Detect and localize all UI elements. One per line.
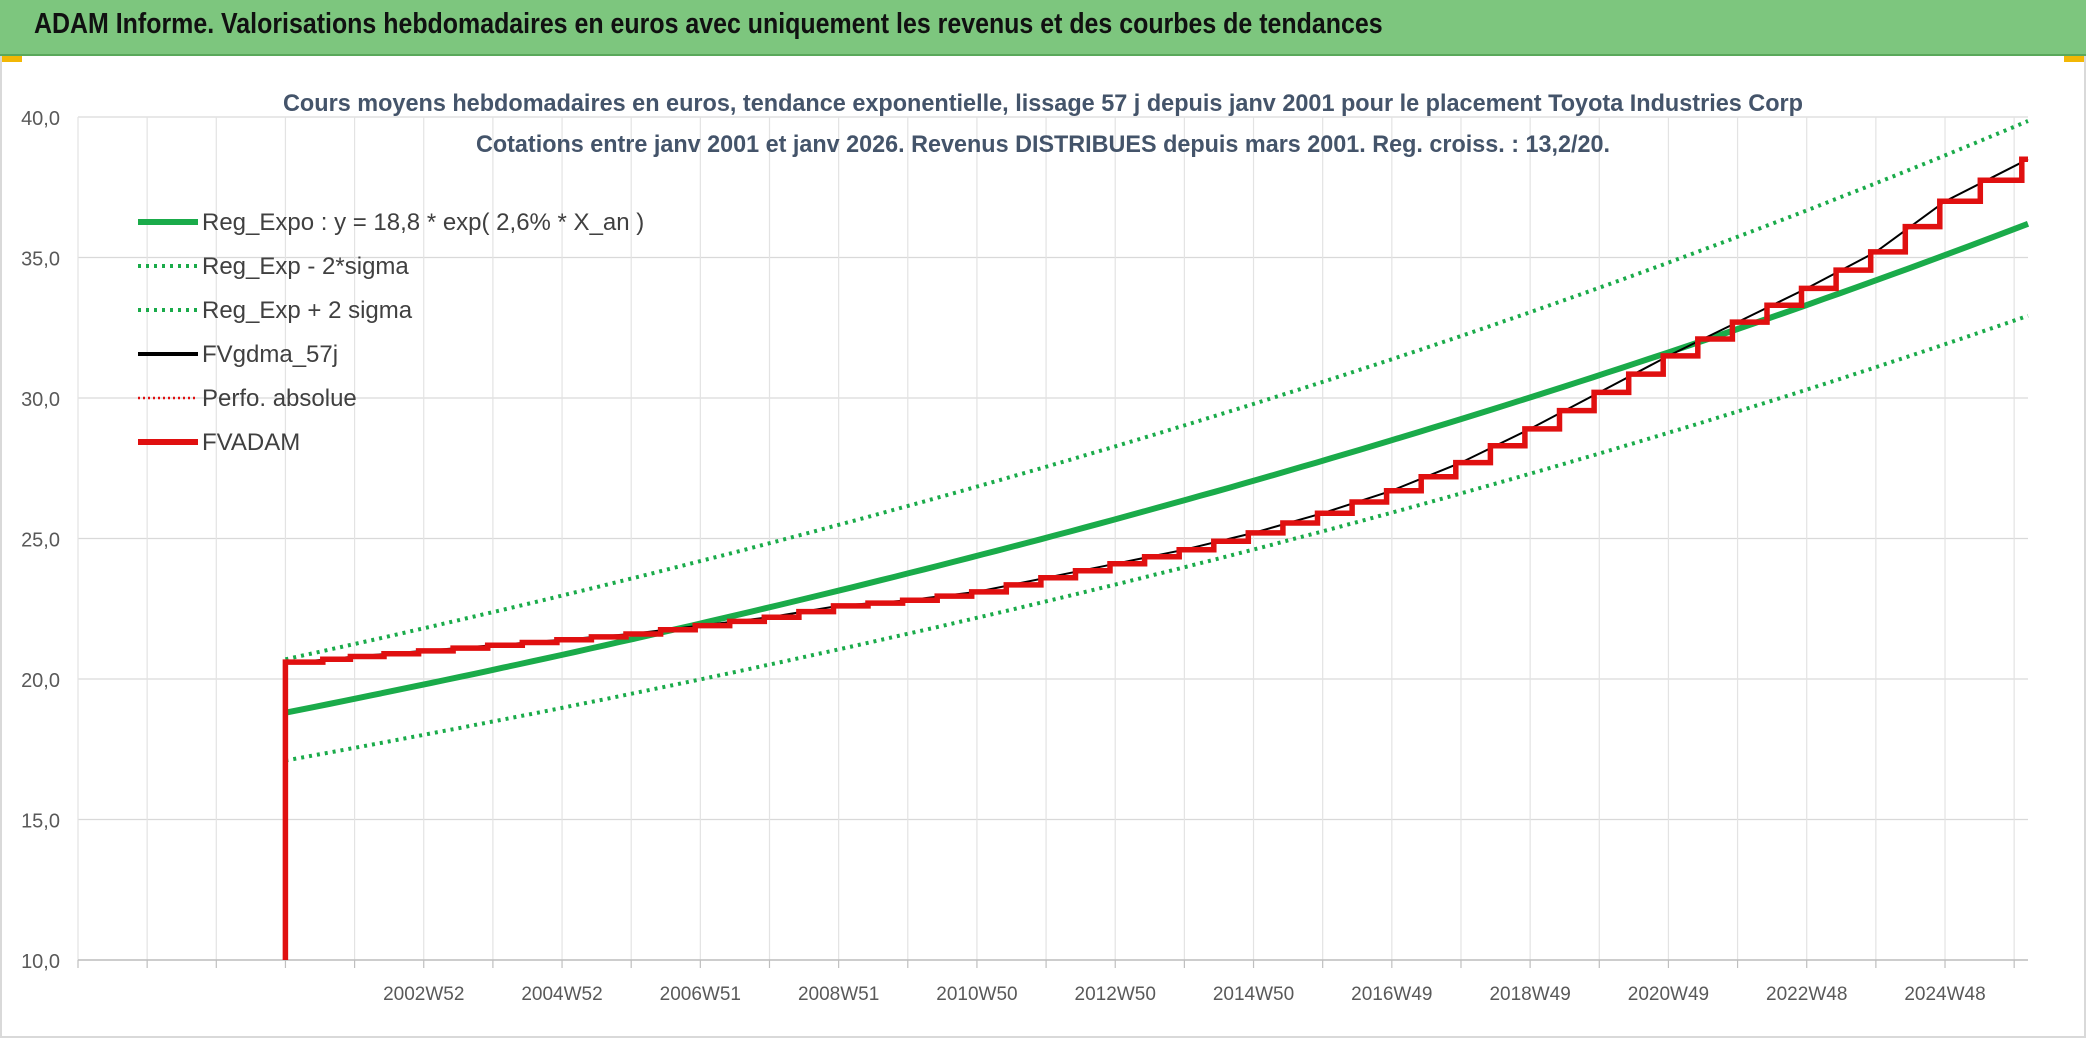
series-layer [282, 119, 2030, 960]
legend-label: FVgdma_57j [202, 341, 338, 368]
y-tick-label: 35,0 [21, 249, 60, 271]
legend-label: Reg_Exp - 2*sigma [202, 253, 409, 280]
x-tick-label: 2014W50 [1213, 984, 1294, 1005]
x-tick-label: 2004W52 [521, 984, 602, 1005]
x-tick-label: 2020W49 [1628, 984, 1709, 1005]
y-tick-label: 30,0 [21, 389, 60, 411]
legend-label: Reg_Expo : y = 18,8 * exp( 2,6% * X_an ) [202, 209, 644, 236]
chart-title: Cours moyens hebdomadaires en euros, ten… [283, 90, 1803, 117]
legend-label: Reg_Exp + 2 sigma [202, 297, 413, 324]
series-fvadam [282, 156, 2028, 960]
grid-lines [77, 116, 2028, 961]
chart-frame [0, 56, 2086, 1038]
x-tick-label: 2022W48 [1766, 984, 1847, 1005]
y-tick-label: 40,0 [21, 108, 60, 130]
x-tick-label: 2018W49 [1489, 984, 1570, 1005]
series-reg-exp-2-sigma [284, 119, 2029, 662]
axes [77, 959, 2028, 968]
x-tick-label: 2010W50 [936, 984, 1017, 1005]
tick-labels: 10,0 15,0 20,0 25,0 30,0 35,0 40,0 2002W52 2004W… [21, 108, 1986, 1005]
header-banner: ADAM Informe. Valorisations hebdomadaire… [0, 0, 2086, 56]
legend-label: Perfo. absolue [202, 385, 357, 412]
y-tick-label: 20,0 [21, 670, 60, 692]
x-tick-label: 2016W49 [1351, 984, 1432, 1005]
report-title: ADAM Informe. Valorisations hebdomadaire… [34, 8, 1383, 40]
corner-mark-right [2064, 56, 2086, 62]
chart-subtitle: Cotations entre janv 2001 et janv 2026. … [476, 131, 1610, 158]
y-tick-label: 15,0 [21, 811, 60, 833]
legend: Reg_Expo : y = 18,8 * exp( 2,6% * X_an )… [138, 209, 644, 456]
y-tick-label: 25,0 [21, 530, 60, 552]
x-tick-label: 2008W51 [798, 984, 879, 1005]
corner-mark-left [0, 56, 22, 62]
chart-titles: Cours moyens hebdomadaires en euros, ten… [283, 90, 1803, 158]
x-tick-label: 2024W48 [1904, 984, 1985, 1005]
series-reg-expo [284, 220, 2030, 716]
y-tick-label: 10,0 [21, 951, 60, 973]
legend-label: FVADAM [202, 429, 300, 456]
x-tick-label: 2002W52 [383, 984, 464, 1005]
x-tick-label: 2006W51 [660, 984, 741, 1005]
x-tick-label: 2012W50 [1075, 984, 1156, 1005]
